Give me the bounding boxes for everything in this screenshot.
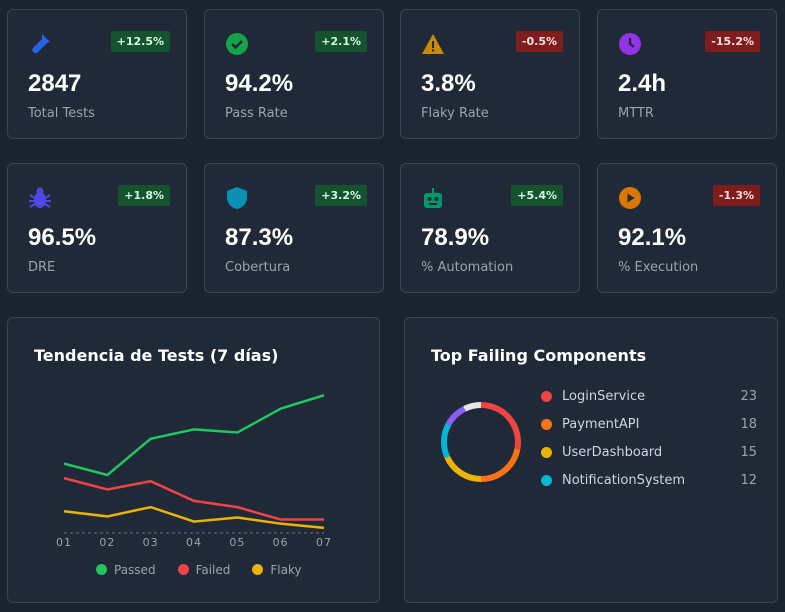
kpi-label: Cobertura	[225, 260, 291, 275]
component-name: NotificationSystem	[562, 473, 686, 488]
kpi-value: 92.1%	[618, 224, 687, 251]
failing-components-card: Top Failing Components LoginService 23 Pay…	[404, 317, 778, 603]
kpi-value: 87.3%	[225, 224, 294, 251]
series-line-flaky[interactable]	[63, 505, 325, 530]
trend-badge: -15.2%	[705, 31, 760, 52]
legend-failed[interactable]: Failed	[177, 563, 230, 577]
failure-count: 18	[740, 417, 757, 432]
kpi-card-dre[interactable]: +1.8% 96.5% DRE	[7, 163, 187, 293]
kpi-card--execution[interactable]: -1.3% 92.1% % Execution	[597, 163, 777, 293]
shield-icon	[225, 186, 249, 210]
kpi-value: 2.4h	[618, 70, 667, 97]
kpi-label: % Execution	[618, 260, 699, 275]
warning-icon	[421, 32, 445, 56]
kpi-label: MTTR	[618, 106, 654, 121]
trend-line-chart: 01 02 03 04 05 06 07	[56, 394, 332, 549]
kpi-label: Flaky Rate	[421, 106, 489, 121]
x-tick-label: 05	[229, 536, 245, 549]
kpi-label: % Automation	[421, 260, 514, 275]
kpi-label: DRE	[28, 260, 56, 275]
clock-icon	[618, 32, 642, 56]
component-legend-item[interactable]: NotificationSystem 12	[541, 473, 757, 488]
failure-count: 23	[740, 389, 757, 404]
kpi-label: Total Tests	[28, 106, 95, 121]
kpi-label: Pass Rate	[225, 106, 288, 121]
kpi-card-pass-rate[interactable]: +2.1% 94.2% Pass Rate	[204, 9, 384, 139]
component-legend-item[interactable]: UserDashboard 15	[541, 445, 757, 460]
x-tick-label: 02	[99, 536, 115, 549]
kpi-value: 2847	[28, 70, 82, 97]
component-name: LoginService	[562, 389, 646, 404]
bug-icon	[28, 186, 52, 210]
trend-legend: Passed Failed Flaky	[96, 563, 302, 577]
legend-dot	[541, 475, 552, 486]
donut-slice-other-5[interactable]	[463, 402, 482, 412]
kpi-value: 94.2%	[225, 70, 294, 97]
donut-slice-other-4[interactable]	[445, 406, 467, 426]
kpi-value: 3.8%	[421, 70, 476, 97]
failing-components-title: Top Failing Components	[431, 346, 647, 365]
donut-slice-notificationsystem[interactable]	[441, 422, 452, 459]
check-circle-icon	[225, 32, 249, 56]
trend-badge: +5.4%	[511, 185, 563, 206]
kpi-value: 96.5%	[28, 224, 97, 251]
trend-badge: -1.3%	[712, 185, 760, 206]
kpi-card-flaky-rate[interactable]: -0.5% 3.8% Flaky Rate	[400, 9, 580, 139]
kpi-card-mttr[interactable]: -15.2% 2.4h MTTR	[597, 9, 777, 139]
series-line-passed[interactable]	[63, 394, 325, 477]
trend-chart-title: Tendencia de Tests (7 días)	[34, 346, 279, 365]
x-tick-label: 01	[56, 536, 72, 549]
donut-slice-loginservice[interactable]	[480, 402, 521, 450]
failing-donut-chart	[441, 402, 521, 482]
trend-badge: +1.8%	[118, 185, 170, 206]
trend-badge: +12.5%	[110, 31, 170, 52]
donut-slice-paymentapi[interactable]	[480, 448, 521, 482]
failure-count: 15	[740, 445, 757, 460]
component-legend-item[interactable]: PaymentAPI 18	[541, 417, 757, 432]
robot-icon	[421, 186, 445, 210]
legend-dot	[541, 391, 552, 402]
trend-badge: +2.1%	[315, 31, 367, 52]
x-tick-label: 06	[273, 536, 289, 549]
x-tick-label: 03	[143, 536, 159, 549]
series-line-failed[interactable]	[63, 476, 324, 521]
trend-badge: -0.5%	[515, 31, 563, 52]
component-legend-item[interactable]: LoginService 23	[541, 389, 757, 404]
donut-slice-userdashboard[interactable]	[444, 455, 482, 482]
x-tick-label: 07	[316, 536, 332, 549]
kpi-card-cobertura[interactable]: +3.2% 87.3% Cobertura	[204, 163, 384, 293]
legend-flaky[interactable]: Flaky	[252, 563, 302, 577]
kpi-value: 78.9%	[421, 224, 490, 251]
component-name: PaymentAPI	[562, 417, 640, 432]
flask-icon	[28, 32, 52, 56]
legend-dot	[541, 419, 552, 430]
trend-badge: +3.2%	[315, 185, 367, 206]
failure-count: 12	[740, 473, 757, 488]
x-tick-label: 04	[186, 536, 202, 549]
legend-passed[interactable]: Passed	[96, 563, 156, 577]
play-circle-icon	[618, 186, 642, 210]
component-name: UserDashboard	[562, 445, 663, 460]
kpi-card-total-tests[interactable]: +12.5% 2847 Total Tests	[7, 9, 187, 139]
legend-dot	[541, 447, 552, 458]
trend-chart-card: Tendencia de Tests (7 días) 01 02 03 04 05 06…	[7, 317, 380, 603]
kpi-card--automation[interactable]: +5.4% 78.9% % Automation	[400, 163, 580, 293]
